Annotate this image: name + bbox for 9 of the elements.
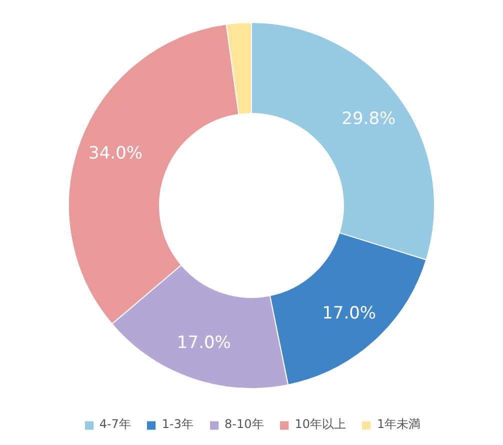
legend-label: 1-3年 xyxy=(162,416,194,433)
legend-label: 4-7年 xyxy=(99,416,131,433)
legend-label: 8-10年 xyxy=(224,416,264,433)
legend-label: 1年未満 xyxy=(377,416,421,433)
legend-label: 10年以上 xyxy=(294,416,346,433)
data-label: 17.0% xyxy=(176,333,231,354)
data-label: 17.0% xyxy=(322,303,376,324)
data-label: 34.0% xyxy=(88,144,143,164)
data-label: 29.8% xyxy=(342,109,396,130)
